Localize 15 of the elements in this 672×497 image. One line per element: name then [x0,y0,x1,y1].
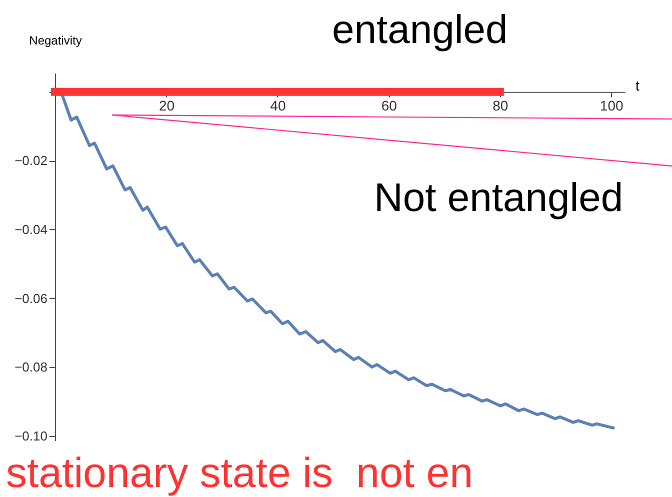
y-axis-title: Negativity [29,34,82,48]
y-tick-label: −0.08 [14,360,48,375]
y-tick-label: −0.10 [14,428,48,444]
x-axis-title: t [636,77,640,94]
y-tick-label: −0.02 [14,153,48,168]
x-tick-label: 40 [270,97,286,114]
x-tick-label: 60 [381,97,398,114]
annotation: Not entangled [374,176,624,220]
x-tick-label: 100 [600,97,624,114]
text: stationary state is not en [6,449,473,496]
x-tick-label: 80 [492,97,508,114]
y-tick-label: −0.06 [14,290,48,306]
y-tick-label: −0.04 [14,222,48,237]
text: entangled [332,8,508,52]
x-tick-label: 20 [158,97,175,114]
